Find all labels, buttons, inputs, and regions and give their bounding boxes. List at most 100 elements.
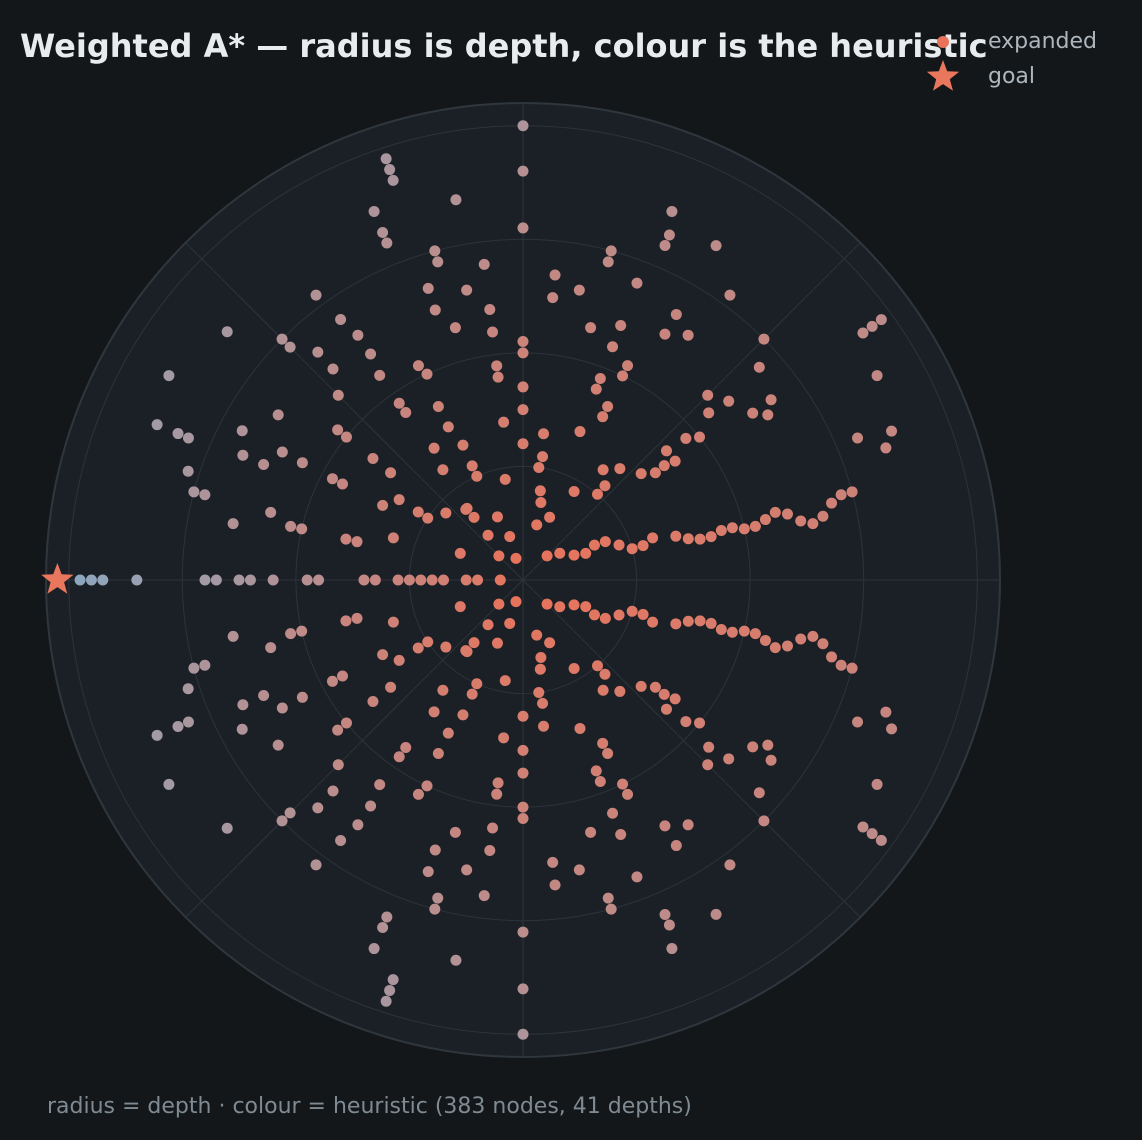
node-point	[415, 574, 427, 586]
node-point	[466, 688, 478, 700]
node-point	[602, 256, 614, 268]
node-point	[340, 533, 352, 545]
node-point	[487, 326, 499, 338]
node-point	[637, 540, 649, 552]
node-point	[670, 308, 682, 320]
node-point	[492, 777, 504, 789]
node-point	[471, 470, 483, 482]
node-point	[368, 205, 380, 217]
node-point	[498, 732, 510, 744]
node-point	[377, 499, 389, 511]
node-point	[510, 552, 522, 564]
node-point	[635, 680, 647, 692]
node-point	[368, 943, 380, 955]
node-point	[487, 822, 499, 834]
node-point	[852, 432, 864, 444]
node-point	[233, 574, 245, 586]
node-point	[613, 539, 625, 551]
node-point	[337, 478, 349, 490]
node-point	[617, 370, 629, 382]
node-point	[547, 856, 559, 868]
node-point	[605, 245, 617, 257]
node-point	[649, 467, 661, 479]
node-point	[227, 630, 239, 642]
node-point	[517, 926, 529, 938]
node-point	[622, 360, 634, 372]
node-point	[494, 574, 506, 586]
node-point	[387, 532, 399, 544]
node-point	[387, 974, 399, 986]
node-point	[871, 370, 883, 382]
node-point	[517, 404, 529, 416]
node-point	[702, 389, 714, 401]
node-point	[332, 724, 344, 736]
node-point	[710, 240, 722, 252]
node-point	[335, 834, 347, 846]
node-point	[568, 663, 580, 675]
node-point	[428, 706, 440, 718]
node-point	[694, 717, 706, 729]
node-point	[886, 723, 898, 735]
node-point	[533, 686, 545, 698]
node-point	[533, 462, 545, 474]
node-point	[517, 744, 529, 756]
node-point	[614, 463, 626, 475]
node-point	[172, 720, 184, 732]
node-point	[258, 689, 270, 701]
node-point	[517, 983, 529, 995]
node-point	[491, 360, 503, 372]
node-point	[615, 828, 627, 840]
node-point	[478, 258, 490, 270]
node-point	[454, 601, 466, 613]
node-point	[327, 363, 339, 375]
node-point	[244, 574, 256, 586]
node-point	[472, 574, 484, 586]
node-point	[491, 637, 503, 649]
node-point	[580, 547, 592, 559]
node-point	[573, 864, 585, 876]
node-point	[340, 717, 352, 729]
node-point	[631, 277, 643, 289]
node-point	[504, 531, 516, 543]
node-point	[597, 737, 609, 749]
node-point	[284, 341, 296, 353]
node-point	[666, 205, 678, 217]
node-point	[710, 908, 722, 920]
node-point	[602, 400, 614, 412]
node-point	[703, 741, 715, 753]
node-point	[594, 373, 606, 385]
node-point	[607, 807, 619, 819]
node-point	[131, 574, 143, 586]
node-point	[866, 320, 878, 332]
node-point	[310, 859, 322, 871]
node-point	[605, 903, 617, 915]
node-point	[762, 409, 774, 421]
node-point	[680, 432, 692, 444]
node-point	[210, 574, 222, 586]
node-point	[726, 522, 738, 534]
goal-marker	[41, 563, 74, 594]
node-point	[781, 508, 793, 520]
node-point	[573, 284, 585, 296]
node-point	[449, 826, 461, 838]
node-point	[327, 785, 339, 797]
node-point	[568, 549, 580, 561]
node-point	[284, 807, 296, 819]
node-point	[227, 518, 239, 530]
node-point	[340, 615, 352, 627]
node-point	[715, 525, 727, 537]
node-point	[460, 503, 472, 515]
node-point	[461, 284, 473, 296]
node-point	[846, 662, 858, 674]
points	[41, 120, 898, 1040]
node-point	[669, 693, 681, 705]
node-point	[517, 222, 529, 234]
node-point	[574, 426, 586, 438]
node-point	[199, 659, 211, 671]
node-point	[723, 753, 735, 765]
node-point	[599, 536, 611, 548]
node-point	[617, 778, 629, 790]
node-point	[747, 407, 759, 419]
node-point	[236, 723, 248, 735]
node-point	[517, 336, 529, 347]
